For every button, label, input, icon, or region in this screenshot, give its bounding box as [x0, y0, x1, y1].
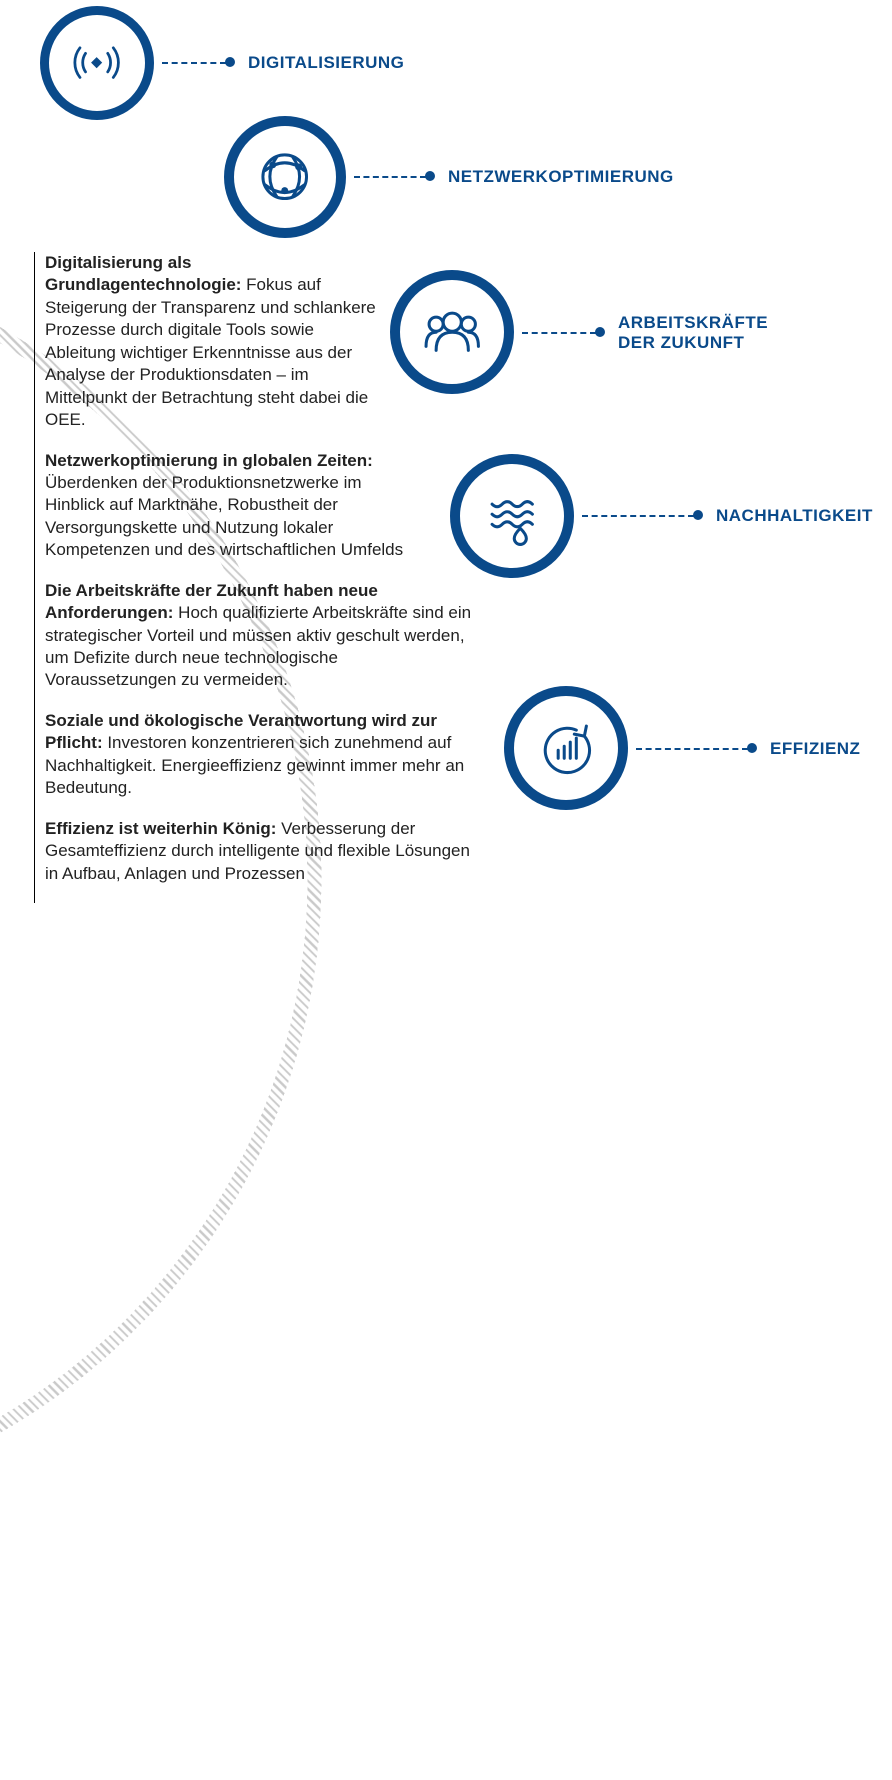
- connector-netzwerkoptimierung: [354, 176, 426, 178]
- label-arbeitskraefte: ARBEITSKRÄFTE DER ZUKUNFT: [618, 313, 768, 353]
- connector-dot-netzwerkoptimierung: [425, 171, 435, 181]
- rfid-icon: [67, 33, 126, 92]
- connector-dot-arbeitskraefte: [595, 327, 605, 337]
- connector-nachhaltigkeit: [582, 515, 694, 517]
- connector-dot-digitalisierung: [225, 57, 235, 67]
- paragraph-5: Effizienz ist weiterhin König: Verbesser…: [45, 818, 474, 885]
- globe-network-icon: [253, 145, 316, 208]
- connector-digitalisierung: [162, 62, 226, 64]
- label-digitalisierung: DIGITALISIERUNG: [248, 53, 404, 73]
- paragraph-2-body: Überdenken der Produktionsnetzwerke im H…: [45, 473, 403, 559]
- paragraph-2-lead: Netzwerkoptimierung in globalen Zeiten:: [45, 451, 373, 470]
- connector-dot-effizienz: [747, 743, 757, 753]
- node-digitalisierung: [40, 6, 154, 120]
- people-icon: [420, 300, 484, 364]
- connector-dot-nachhaltigkeit: [693, 510, 703, 520]
- paragraph-5-lead: Effizienz ist weiterhin König:: [45, 819, 276, 838]
- efficiency-icon: [534, 716, 598, 780]
- label-netzwerkoptimierung: NETZWERKOPTIMIERUNG: [448, 167, 674, 187]
- node-effizienz: [504, 686, 628, 810]
- connector-effizienz: [636, 748, 748, 750]
- paragraph-1-body: Fokus auf Steigerung der Transparenz und…: [45, 275, 376, 429]
- paragraph-2: Netzwerkoptimierung in globalen Zeiten: …: [45, 450, 425, 562]
- paragraph-4: Soziale und ökologische Verantwortung wi…: [45, 710, 474, 800]
- label-effizienz: EFFIZIENZ: [770, 739, 860, 759]
- water-drop-icon: [480, 484, 544, 548]
- node-netzwerkoptimierung: [224, 116, 346, 238]
- paragraph-1: Digitalisierung als Grundlagentechnologi…: [45, 252, 385, 432]
- paragraph-3: Die Arbeitskräfte der Zukunft haben neue…: [45, 580, 474, 692]
- label-nachhaltigkeit: NACHHALTIGKEIT: [716, 506, 873, 526]
- node-arbeitskraefte: [390, 270, 514, 394]
- paragraph-1-lead: Digitalisierung als Grundlagentechnologi…: [45, 253, 241, 294]
- paragraph-4-body: Investoren konzentrieren sich zunehmend …: [45, 733, 464, 797]
- connector-arbeitskraefte: [522, 332, 596, 334]
- node-nachhaltigkeit: [450, 454, 574, 578]
